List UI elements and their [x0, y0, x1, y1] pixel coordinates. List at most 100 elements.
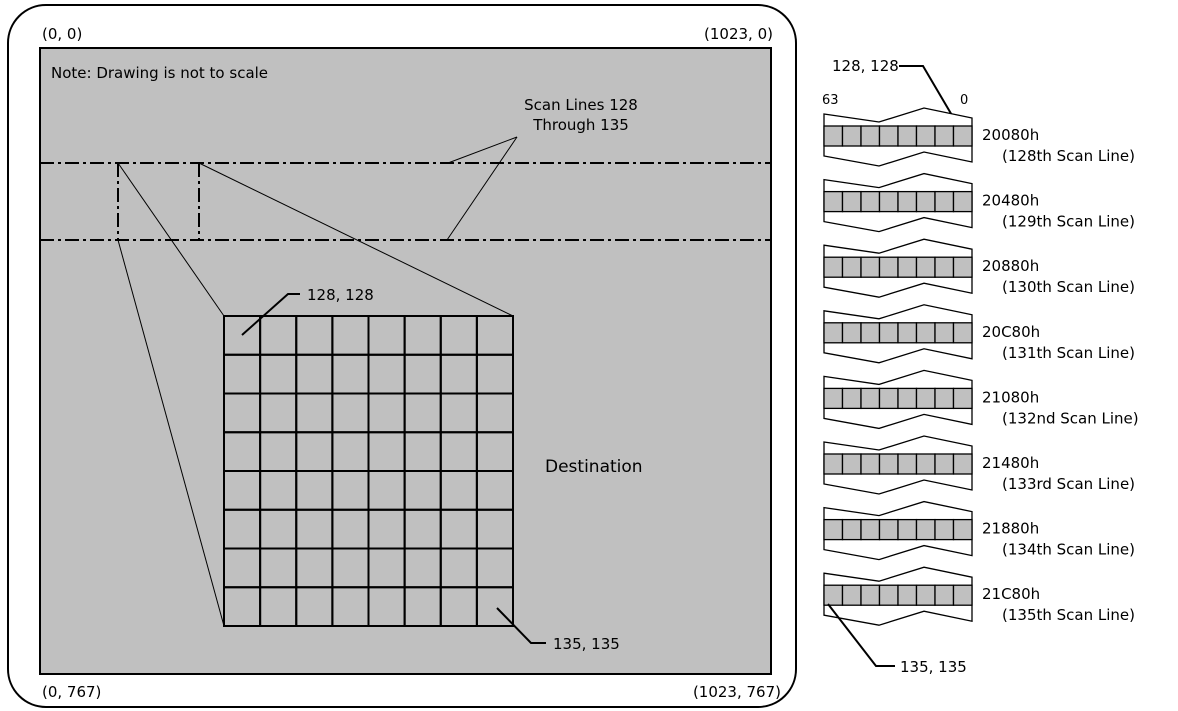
grid-callout-top [241, 293, 300, 336]
memory-byte-cell [934, 453, 955, 475]
memory-byte-cell [952, 387, 973, 410]
memory-byte-cell [823, 125, 844, 147]
memory-byte-cell [897, 453, 918, 475]
memory-row: 21C80h (135th Scan Line) [823, 566, 1135, 626]
memory-byte-cell [841, 518, 862, 541]
memory-row: 21080h (132nd Scan Line) [823, 369, 1139, 430]
memory-byte-cell [897, 256, 918, 278]
memory-byte-cell [952, 125, 973, 147]
memory-row: 20880h (130th Scan Line) [823, 238, 1135, 298]
memory-row: 21480h (133rd Scan Line) [823, 435, 1135, 495]
memory-byte-cell [897, 584, 918, 606]
scan-lines-label-line1: Scan Lines 128 [524, 96, 638, 114]
memory-byte-cell [823, 322, 844, 344]
memory-byte-cell [823, 387, 844, 410]
memory-byte-cell [841, 125, 862, 147]
memory-byte-cell [915, 518, 936, 541]
grid-top-left-label: 128, 128 [307, 286, 374, 304]
memory-byte-cell [841, 190, 862, 213]
memory-byte-cell [860, 256, 881, 278]
memory-byte-cell [934, 256, 955, 278]
memory-byte-cell [934, 322, 955, 344]
memory-byte-cell [823, 256, 844, 278]
memory-row: 20C80h (131th Scan Line) [823, 304, 1135, 364]
corner-label-top-right: (1023, 0) [704, 25, 773, 43]
memory-row-description: (131th Scan Line) [1002, 344, 1135, 362]
memory-row-address: 21880h [982, 520, 1039, 538]
destination-label: Destination [545, 457, 643, 477]
grid-callout-bottom [496, 607, 546, 644]
memory-byte-cell [915, 256, 936, 278]
memory-byte-cell [952, 584, 973, 606]
memory-byte-cell [915, 387, 936, 410]
scan-lines-label-line2: Through 135 [532, 116, 629, 134]
memory-bottom-label: 135, 135 [900, 658, 967, 676]
memory-row-address: 20C80h [982, 323, 1040, 341]
memory-byte-cell [952, 453, 973, 475]
memory-byte-cell [934, 190, 955, 213]
memory-byte-cell [860, 387, 881, 410]
memory-byte-cell [952, 518, 973, 541]
memory-row-description: (135th Scan Line) [1002, 606, 1135, 624]
memory-row-description: (128th Scan Line) [1002, 147, 1135, 165]
memory-row-address: 21C80h [982, 585, 1040, 603]
memory-byte-cell [952, 322, 973, 344]
memory-byte-cell [860, 125, 881, 147]
memory-byte-cell [897, 518, 918, 541]
memory-byte-cell [878, 584, 899, 606]
memory-byte-cell [860, 190, 881, 213]
memory-byte-cell [952, 190, 973, 213]
memory-byte-cell [878, 387, 899, 410]
memory-byte-cell [823, 518, 844, 541]
memory-byte-cell [841, 387, 862, 410]
memory-byte-cell [897, 387, 918, 410]
memory-byte-cell [952, 256, 973, 278]
memory-byte-cell [915, 584, 936, 606]
memory-byte-cell [860, 453, 881, 475]
memory-byte-cell [934, 518, 955, 541]
memory-byte-cell [915, 190, 936, 213]
memory-row-description: (134th Scan Line) [1002, 541, 1135, 559]
bit-high-label: 63 [822, 93, 839, 108]
memory-byte-cell [897, 125, 918, 147]
memory-byte-cell [915, 453, 936, 475]
note-text: Note: Drawing is not to scale [51, 64, 268, 82]
memory-top-callout [899, 65, 964, 135]
outer-frame [7, 4, 797, 708]
zoom-projection-lines [117, 162, 514, 627]
corner-label-top-left: (0, 0) [42, 25, 82, 43]
memory-byte-cell [841, 584, 862, 606]
memory-row-description: (133rd Scan Line) [1002, 475, 1135, 493]
memory-byte-cell [860, 518, 881, 541]
scan-line-band [40, 162, 771, 241]
memory-row-description: (132nd Scan Line) [1002, 409, 1139, 427]
memory-row: 20080h (128th Scan Line) [823, 107, 1135, 167]
memory-byte-cell [934, 387, 955, 410]
memory-row-address: 20480h [982, 192, 1039, 210]
scan-lines-pointers [446, 136, 518, 241]
pixel-grid [223, 315, 514, 627]
bit-low-label: 0 [960, 93, 968, 108]
memory-byte-cell [823, 584, 844, 606]
corner-label-bottom-left: (0, 767) [42, 683, 101, 701]
memory-byte-cell [934, 584, 955, 606]
memory-row-address: 21080h [982, 388, 1039, 406]
memory-byte-cell [878, 518, 899, 541]
memory-bottom-callout [827, 603, 895, 667]
memory-byte-cell [897, 322, 918, 344]
memory-byte-cell [860, 322, 881, 344]
memory-row-description: (130th Scan Line) [1002, 278, 1135, 296]
memory-byte-cell [823, 190, 844, 213]
memory-byte-cell [878, 190, 899, 213]
memory-row-address: 21480h [982, 454, 1039, 472]
memory-byte-cell [878, 322, 899, 344]
memory-row: 21880h (134th Scan Line) [823, 500, 1135, 561]
memory-byte-cell [878, 256, 899, 278]
memory-row: 20480h (129th Scan Line) [823, 172, 1135, 233]
memory-byte-cell [934, 125, 955, 147]
memory-top-label: 128, 128 [832, 57, 899, 75]
grid-bottom-right-label: 135, 135 [553, 635, 620, 653]
memory-row-address: 20880h [982, 257, 1039, 275]
memory-byte-cell [823, 453, 844, 475]
